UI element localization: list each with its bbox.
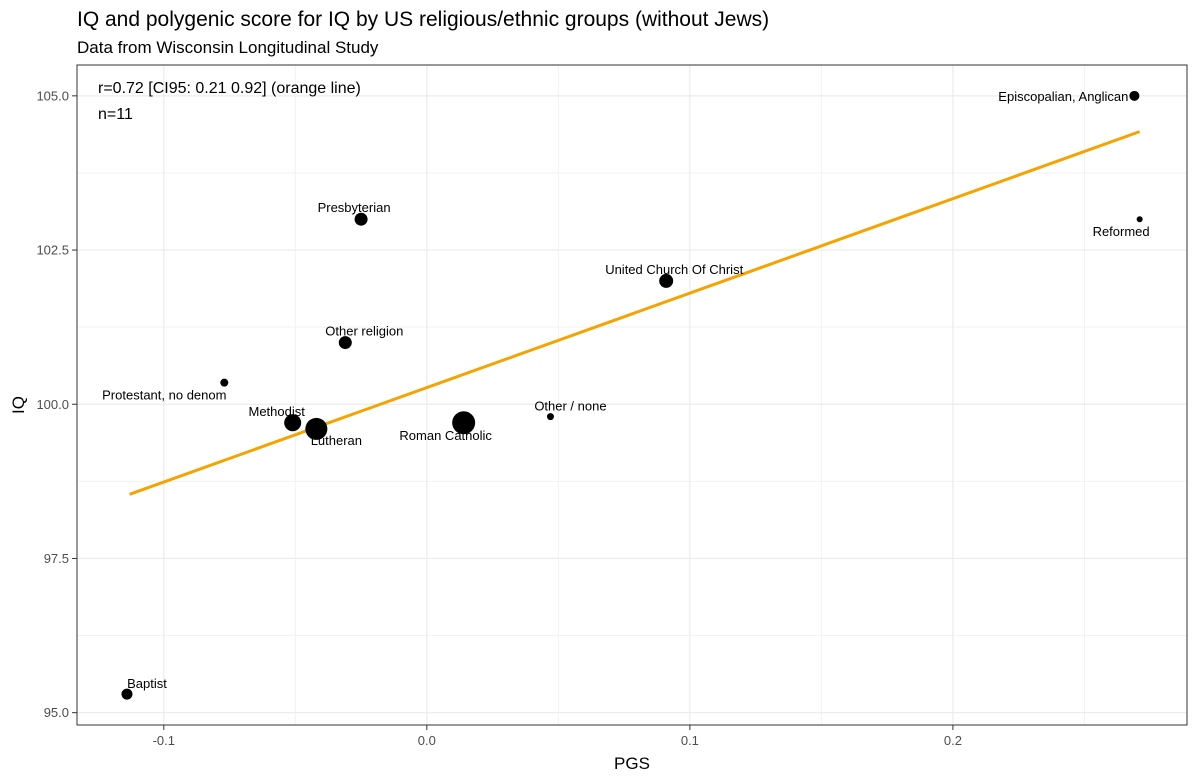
point-label-protestant-no-denom: Protestant, no denom xyxy=(102,388,226,403)
chart-title: IQ and polygenic score for IQ by US reli… xyxy=(77,8,769,31)
point-labels-layer: Episcopalian, Anglican Reformed Presbyteri… xyxy=(102,89,1150,691)
x-tick-label: -0.1 xyxy=(153,733,175,748)
point-other-religion xyxy=(338,336,352,350)
point-label-united-church-of-christ: United Church Of Christ xyxy=(605,262,743,277)
regression-line xyxy=(129,130,1141,496)
ticks-layer: -0.1 0.0 0.1 0.2 95.0 97.5 100.0 102.5 105.0 xyxy=(36,88,961,748)
point-roman-catholic xyxy=(452,411,476,435)
y-tick-label: 100.0 xyxy=(36,397,69,412)
point-label-other-religion: Other religion xyxy=(325,324,403,339)
n-annotation: n=11 xyxy=(98,106,133,123)
chart-subtitle: Data from Wisconsin Longitudinal Study xyxy=(77,38,379,57)
y-tick-label: 95.0 xyxy=(44,705,69,720)
x-tick-label: 0.1 xyxy=(681,733,699,748)
x-axis-title: PGS xyxy=(614,754,650,773)
point-label-roman-catholic: Roman Catholic xyxy=(399,428,492,443)
plot-panel-border xyxy=(76,64,1188,726)
point-label-other-none: Other / none xyxy=(534,399,606,414)
points-layer xyxy=(121,90,1143,700)
point-label-presbyterian: Presbyterian xyxy=(318,200,391,215)
fit-line-layer xyxy=(129,130,1141,496)
point-label-methodist: Methodist xyxy=(248,404,305,419)
point-label-baptist: Baptist xyxy=(127,676,167,691)
point-label-episcopalian-anglican: Episcopalian, Anglican xyxy=(998,89,1128,104)
point-methodist xyxy=(284,414,302,432)
point-lutheran xyxy=(305,417,328,440)
point-episcopalian-anglican xyxy=(1129,90,1140,101)
point-label-reformed: Reformed xyxy=(1093,224,1150,239)
point-protestant-no-denom xyxy=(220,378,229,387)
point-baptist xyxy=(121,688,133,700)
y-axis-title: IQ xyxy=(9,396,28,414)
point-label-lutheran: Lutheran xyxy=(311,433,362,448)
y-tick-label: 105.0 xyxy=(36,88,69,103)
y-tick-label: 102.5 xyxy=(36,243,69,258)
x-tick-label: 0.2 xyxy=(944,733,962,748)
point-reformed xyxy=(1136,216,1143,223)
correlation-annotation: r=0.72 [CI95: 0.21 0.92] (orange line) xyxy=(98,80,361,97)
point-united-church-of-christ xyxy=(659,273,674,288)
y-tick-label: 97.5 xyxy=(44,551,69,566)
grid-layer xyxy=(77,65,1187,725)
point-other-none xyxy=(546,413,554,421)
point-presbyterian xyxy=(354,212,368,226)
x-tick-label: 0.0 xyxy=(418,733,436,748)
